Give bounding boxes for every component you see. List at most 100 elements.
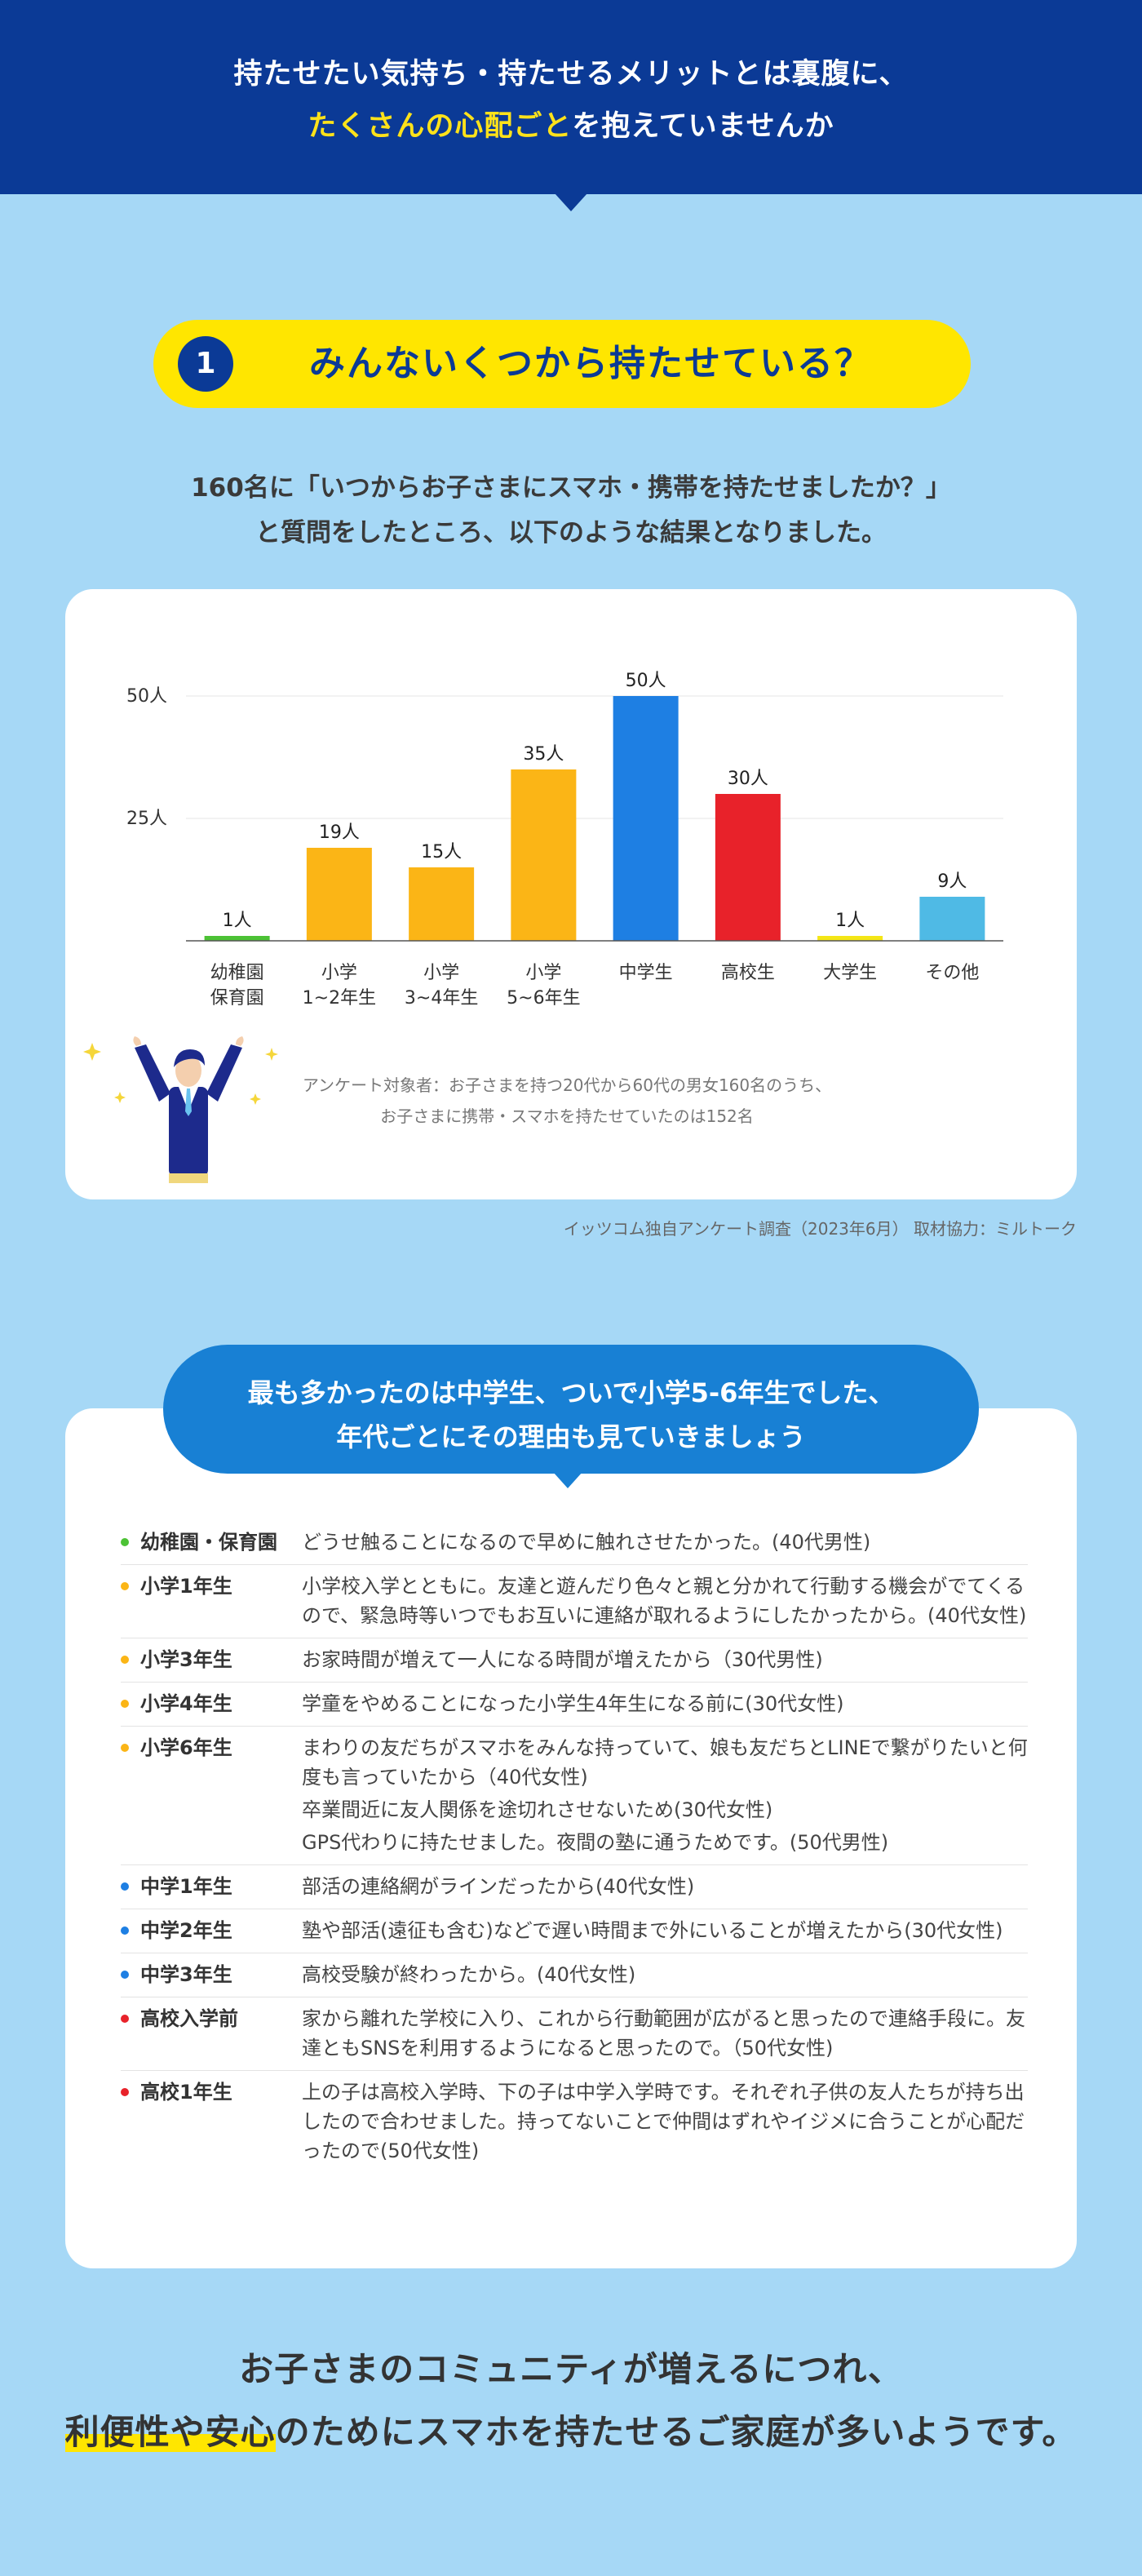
bar	[715, 794, 781, 941]
reason-answers: 塾や部活(遠征も含む)などで遅い時間まで外にいることが増えたから(30代女性)	[302, 1916, 1028, 1945]
reason-answers: 上の子は高校入学時、下の子は中学入学時です。それぞれ子供の友人たちが持ち出したの…	[302, 2077, 1028, 2166]
reason-text: 上の子は高校入学時、下の子は中学入学時です。それぞれ子供の友人たちが持ち出したの…	[302, 2081, 1025, 2162]
x-tick-label: 小学	[525, 963, 561, 983]
bar	[204, 936, 270, 941]
reason-text: 小学校入学とともに。友達と遊んだり色々と親と分かれて行動する機会がでてくるので、…	[302, 1575, 1027, 1627]
bar	[511, 769, 577, 941]
reason-row: 小学4年生 学童をやめることになった小学生4年生になる前に(30代女性)	[121, 1683, 1028, 1727]
reason-category: 小学1年生	[140, 1575, 232, 1598]
reason-row: 高校入学前 家から離れた学校に入り、これから行動範囲が広がると思ったので連絡手段に…	[121, 1997, 1028, 2071]
reason-text: GPS代わりに持たせました。夜間の塾に通うためです。(50代男性)	[302, 1831, 889, 1854]
bar	[919, 897, 985, 941]
x-tick-label: 1~2年生	[303, 988, 376, 1009]
bar	[817, 936, 883, 941]
reason-category: 高校1年生	[140, 2081, 232, 2104]
header-line1: 持たせたい気持ち・持たせるメリットとは裏腹に、	[233, 58, 909, 91]
reason-row: 小学3年生 お家時間が増えて一人になる時間が増えたから（30代男性)	[121, 1638, 1028, 1683]
closing-line1: お子さまのコミュニティが増えるにつれ、	[239, 2349, 903, 2389]
reason-row: 中学1年生 部活の連絡網がラインだったから(40代女性)	[121, 1865, 1028, 1909]
reason-row: 幼稚園・保育園 どうせ触ることになるので早めに触れさせたかった。(40代男性)	[121, 1521, 1028, 1565]
data-label: 35人	[523, 744, 564, 765]
closing-line2: 利便性や安心のためにスマホを持たせるご家庭が多いようです。	[0, 2405, 1142, 2454]
reason-answers: 部活の連絡網がラインだったから(40代女性)	[302, 1872, 1028, 1901]
reason-category: 小学4年生	[140, 1692, 232, 1715]
data-label: 19人	[319, 822, 360, 843]
header-banner: 持たせたい気持ち・持たせるメリットとは裏腹に、 たくさんの心配ごとを抱えていませ…	[0, 0, 1142, 194]
reason-category: 高校入学前	[140, 2007, 238, 2030]
category-dot-icon	[121, 1700, 129, 1708]
data-label: 1人	[835, 911, 865, 931]
intro-line1: 160名に「いつからお子さまにスマホ・携帯を持たせましたか？」	[191, 473, 951, 503]
reason-answers: 小学校入学とともに。友達と遊んだり色々と親と分かれて行動する機会がでてくるので、…	[302, 1572, 1028, 1630]
reason-category: 小学6年生	[140, 1736, 232, 1759]
reason-text: 部活の連絡網がラインだったから(40代女性)	[302, 1875, 695, 1898]
header-line2-rest: を抱えていませんか	[572, 110, 834, 143]
x-tick-label: 大学生	[823, 963, 877, 983]
category-dot-icon	[121, 1744, 129, 1752]
reason-text: 塾や部活(遠征も含む)などで遅い時間まで外にいることが増えたから(30代女性)	[302, 1919, 1003, 1942]
reason-row: 高校1年生 上の子は高校入学時、下の子は中学入学時です。それぞれ子供の友人たちが持…	[121, 2071, 1028, 2173]
closing-highlight: 利便性や安心	[64, 2412, 276, 2452]
reason-row: 小学1年生 小学校入学とともに。友達と遊んだり色々と親と分かれて行動する機会がでて…	[121, 1565, 1028, 1638]
x-tick-label: 中学生	[619, 963, 673, 983]
data-label: 1人	[223, 911, 252, 931]
reasons-bubble: 最も多かったのは中学生、ついで小学5-6年生でした、 年代ごとにその理由も見てい…	[163, 1345, 979, 1474]
bubble-notch	[553, 1472, 582, 1488]
x-tick-label: 小学	[423, 963, 459, 983]
y-tick-label: 50人	[126, 686, 167, 707]
y-tick-label: 25人	[126, 809, 167, 829]
data-label: 50人	[626, 671, 666, 691]
reason-answers: 家から離れた学校に入り、これから行動範囲が広がると思ったので連絡手段に。友達とも…	[302, 2004, 1028, 2063]
section-number-badge: 1	[178, 336, 233, 392]
reason-category: 中学3年生	[140, 1963, 232, 1986]
reason-text: 学童をやめることになった小学生4年生になる前に(30代女性)	[302, 1692, 844, 1715]
reason-row: 小学6年生 まわりの友だちがスマホをみんな持っていて、娘も友だちとLINEで繋がり…	[121, 1727, 1028, 1865]
reason-row: 中学3年生 高校受験が終わったから。(40代女性)	[121, 1953, 1028, 1997]
reason-category: 幼稚園・保育園	[140, 1531, 277, 1554]
category-dot-icon	[121, 2088, 129, 2096]
category-dot-icon	[121, 1971, 129, 1979]
reason-text: 卒業間近に友人関係を途切れさせないため(30代女性)	[302, 1798, 773, 1821]
data-label: 30人	[728, 769, 768, 789]
reason-category: 中学1年生	[140, 1875, 232, 1898]
x-tick-label: 3~4年生	[405, 988, 478, 1009]
category-dot-icon	[121, 1538, 129, 1546]
x-tick-label: 小学	[321, 963, 357, 983]
reason-answers: どうせ触ることになるので早めに触れさせたかった。(40代男性)	[302, 1527, 1028, 1557]
reason-text: どうせ触ることになるので早めに触れさせたかった。(40代男性)	[302, 1531, 871, 1554]
category-dot-icon	[121, 1656, 129, 1664]
reason-answers: お家時間が増えて一人になる時間が増えたから（30代男性)	[302, 1645, 1028, 1674]
bar	[613, 696, 679, 941]
survey-note-line1: アンケート対象者：お子さまを持つ20代から60代の男女160名のうち、	[302, 1075, 832, 1095]
chart-card: 25人 50人 1人幼稚園保育園 19人小学 1~2年生 15人小学 3~4年生 35人小学 5…	[65, 589, 1077, 1199]
reasons-card	[65, 1408, 1077, 2268]
header-highlight: たくさんの心配ごと	[308, 110, 573, 143]
reason-category: 小学3年生	[140, 1648, 232, 1671]
category-dot-icon	[121, 1582, 129, 1590]
x-tick-label: 5~6年生	[507, 988, 580, 1009]
category-dot-icon	[121, 2015, 129, 2023]
x-tick-label: 幼稚園	[210, 963, 264, 983]
x-tick-label: その他	[925, 963, 979, 983]
reason-row: 中学2年生 塾や部活(遠征も含む)などで遅い時間まで外にいることが増えたから(30…	[121, 1909, 1028, 1953]
intro-line2: と質問をしたところ、以下のような結果となりました。	[255, 518, 887, 548]
bar	[306, 848, 372, 941]
reason-text: 家から離れた学校に入り、これから行動範囲が広がると思ったので連絡手段に。友達とも…	[302, 2007, 1026, 2059]
data-label: 15人	[421, 842, 462, 862]
reason-text: お家時間が増えて一人になる時間が増えたから（30代男性)	[302, 1648, 823, 1671]
bubble-line1: 最も多かったのは中学生、ついで小学5-6年生でした、	[247, 1377, 895, 1408]
closing-line2-rest: のためにスマホを持たせるご家庭が多いようです。	[275, 2412, 1078, 2452]
reasons-list: 幼稚園・保育園 どうせ触ることになるので早めに触れさせたかった。(40代男性) 小学…	[121, 1521, 1028, 2173]
reason-text: まわりの友だちがスマホをみんな持っていて、娘も友だちとLINEで繋がりたいと何度…	[302, 1736, 1028, 1789]
data-label: 9人	[937, 871, 967, 892]
bar	[409, 867, 475, 941]
source-credit: イッツコム独自アンケート調査（2023年6月） 取材協力：ミルトーク	[563, 1219, 1077, 1239]
header-notch	[555, 193, 587, 211]
section1-title-pill: 1 みんないくつから持たせている？	[153, 320, 971, 408]
x-tick-label: 保育園	[210, 988, 264, 1009]
reason-text: 高校受験が終わったから。(40代女性)	[302, 1963, 636, 1986]
section1-title: みんないくつから持たせている？	[309, 343, 872, 384]
reason-answers: 学童をやめることになった小学生4年生になる前に(30代女性)	[302, 1689, 1028, 1718]
category-dot-icon	[121, 1926, 129, 1935]
